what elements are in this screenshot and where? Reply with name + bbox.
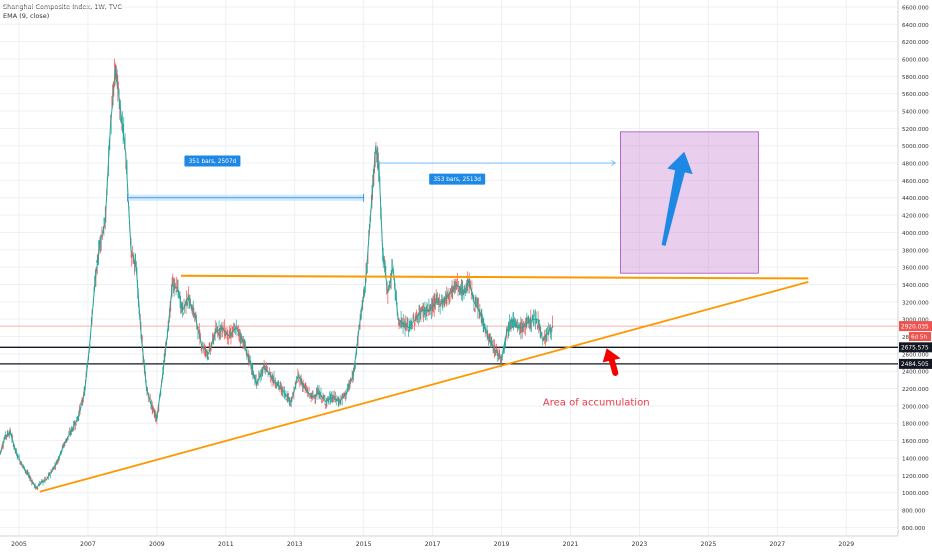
x-tick-label: 2029 (838, 541, 854, 548)
x-tick-label: 2025 (701, 541, 717, 548)
x-tick-label: 2007 (80, 541, 96, 548)
x-tick-label: 2017 (425, 541, 441, 548)
y-tick-label: 4000.000 (902, 231, 929, 237)
candles (0, 58, 554, 491)
x-tick-label: 2023 (632, 541, 648, 548)
date-range-label: 351 bars, 2507d (189, 159, 237, 165)
x-tick-label: 2021 (563, 541, 579, 548)
target-box (620, 131, 759, 274)
price-level-label: 2484.505 (901, 362, 929, 368)
date-range-label-box (429, 173, 486, 185)
indicator-legend[interactable]: EMA (9, close) (3, 12, 50, 20)
y-tick-label: 5600.000 (902, 92, 929, 98)
x-tick-label: 2013 (287, 541, 303, 548)
price-level-label: 2920.035 (901, 324, 929, 330)
y-tick-label: 4600.000 (902, 179, 929, 185)
y-tick-label: 5400.000 (902, 110, 929, 116)
bar-countdown-label: 6d 5h (911, 335, 927, 341)
y-tick-label: 800.000 (902, 508, 926, 514)
x-tick-label: 2015 (356, 541, 372, 548)
y-tick-label: 6400.000 (902, 23, 929, 29)
x-tick-label: 2005 (11, 541, 27, 548)
support-trendline (39, 281, 809, 493)
y-tick-label: 6000.000 (902, 57, 929, 63)
date-range-arrowhead (611, 160, 617, 166)
y-tick-label: 5800.000 (902, 75, 929, 81)
y-tick-label: 2400.000 (902, 370, 929, 376)
price-level-tag (899, 358, 932, 369)
y-tick-label: 1600.000 (902, 439, 929, 445)
up-arrow (661, 151, 693, 246)
y-tick-label: 1400.000 (902, 456, 929, 462)
price-level-tag (899, 342, 932, 353)
date-range-label: 353 bars, 2513d (433, 177, 481, 183)
y-tick-label: 3200.000 (902, 300, 929, 306)
y-tick-label: 2000.000 (902, 404, 929, 410)
pointer-arrow-head (602, 348, 621, 363)
bar-countdown-tag (909, 332, 931, 342)
x-tick-label: 2011 (218, 541, 234, 548)
ema-line (0, 67, 554, 490)
y-tick-label: 5000.000 (902, 144, 929, 150)
y-tick-label: 3800.000 (902, 248, 929, 254)
price-level-tag (899, 321, 932, 332)
y-tick-label: 3000.000 (902, 318, 929, 324)
y-tick-label: 2600.000 (902, 352, 929, 358)
resistance-line (180, 274, 809, 280)
y-tick-label: 2200.000 (902, 387, 929, 393)
annotation-area-of-accumulation: Area of accumulation (543, 397, 650, 408)
y-tick-label: 3600.000 (902, 266, 929, 272)
y-tick-label: 4800.000 (902, 162, 929, 168)
y-tick-label: 6600.000 (902, 5, 929, 11)
x-tick-label: 2027 (769, 541, 785, 548)
y-tick-label: 4400.000 (902, 196, 929, 202)
y-tick-label: 4200.000 (902, 214, 929, 220)
y-tick-label: 5200.000 (902, 127, 929, 133)
y-tick-label: 1200.000 (902, 474, 929, 480)
date-range-label-box (184, 155, 241, 167)
price-level-label: 2675.575 (901, 346, 929, 352)
y-tick-label: 600.000 (902, 526, 926, 532)
y-tick-label: 1800.000 (902, 422, 929, 428)
x-tick-label: 2019 (494, 541, 510, 548)
price-axis-panel (898, 0, 932, 550)
y-tick-label: 1000.000 (902, 491, 929, 497)
y-tick-label: 3400.000 (902, 283, 929, 289)
x-tick-label: 2009 (149, 541, 165, 548)
y-tick-label: 6200.000 (902, 40, 929, 46)
